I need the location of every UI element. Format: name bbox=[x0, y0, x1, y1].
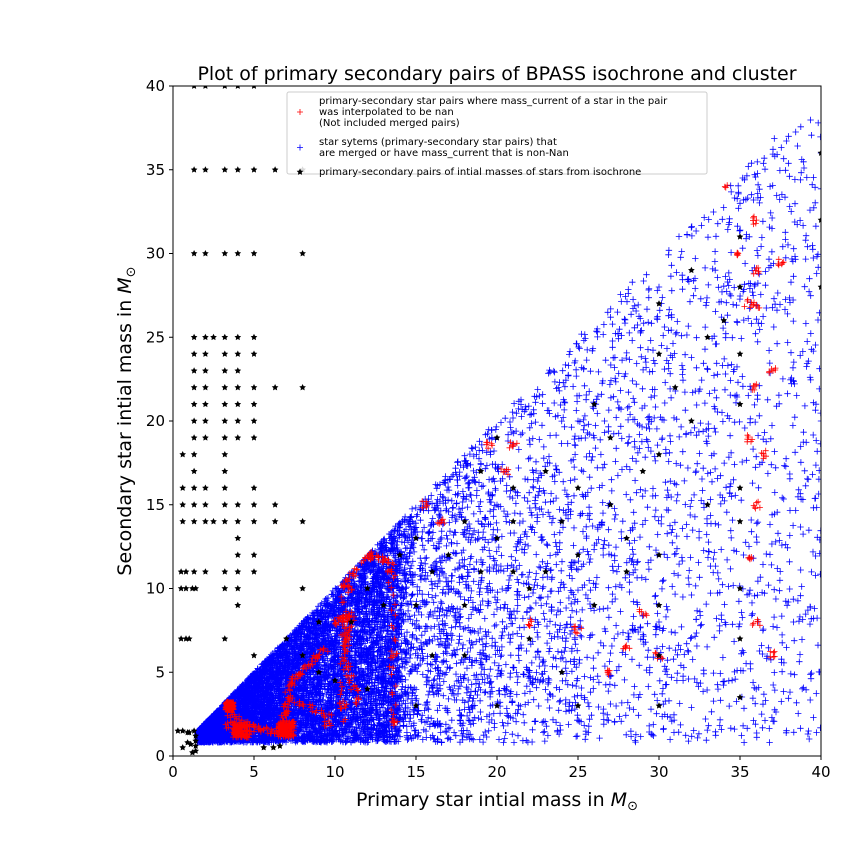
chart-title: Plot of primary secondary pairs of BPASS… bbox=[197, 63, 796, 85]
plot-area bbox=[172, 85, 822, 757]
scatter-point-blue bbox=[322, 596, 329, 602]
